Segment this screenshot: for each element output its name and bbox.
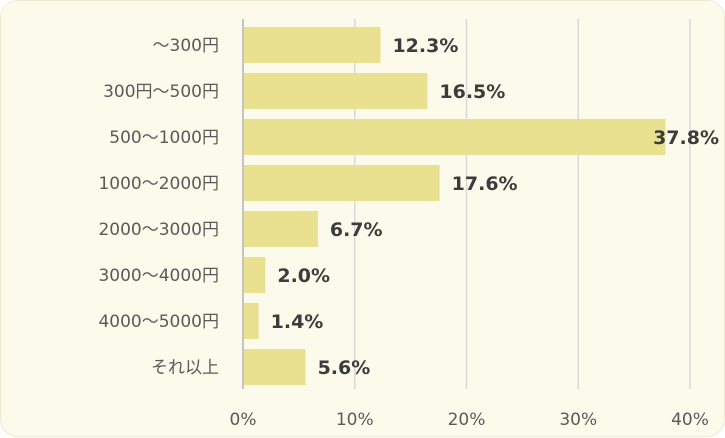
category-label: 3000～4000円 [98, 266, 219, 286]
value-label: 12.3% [392, 35, 458, 57]
category-label: 2000～3000円 [98, 220, 219, 240]
x-tick-label: 0% [230, 410, 257, 430]
category-label: ～300円 [153, 36, 219, 56]
category-label: それ以上 [151, 358, 219, 378]
value-label: 2.0% [277, 265, 330, 287]
category-label: 500～1000円 [109, 128, 219, 148]
bar [243, 349, 306, 385]
value-label: 6.7% [330, 219, 383, 241]
x-tick-label: 40% [671, 410, 709, 430]
x-tick-label: 10% [336, 410, 374, 430]
bar [243, 119, 666, 155]
bar [243, 303, 259, 339]
x-tick-label: 20% [448, 410, 486, 430]
value-label: 17.6% [452, 173, 518, 195]
bar [243, 165, 440, 201]
category-label: 300円～500円 [103, 82, 219, 102]
bar [243, 73, 428, 109]
labels: 0% 10% 20% 30% 40% ～300円 12.3% 300円～500円 16.5% 50… [98, 35, 719, 430]
bar [243, 257, 266, 293]
bars [243, 27, 666, 385]
value-label: 16.5% [439, 81, 505, 103]
category-label: 1000～2000円 [98, 174, 219, 194]
value-label: 37.8% [653, 127, 719, 149]
category-label: 4000～5000円 [98, 312, 219, 332]
bar [243, 27, 381, 63]
bar [243, 211, 318, 247]
value-label: 1.4% [271, 311, 324, 333]
x-tick-label: 30% [559, 410, 597, 430]
value-label: 5.6% [318, 357, 371, 379]
grid-lines [354, 19, 691, 389]
